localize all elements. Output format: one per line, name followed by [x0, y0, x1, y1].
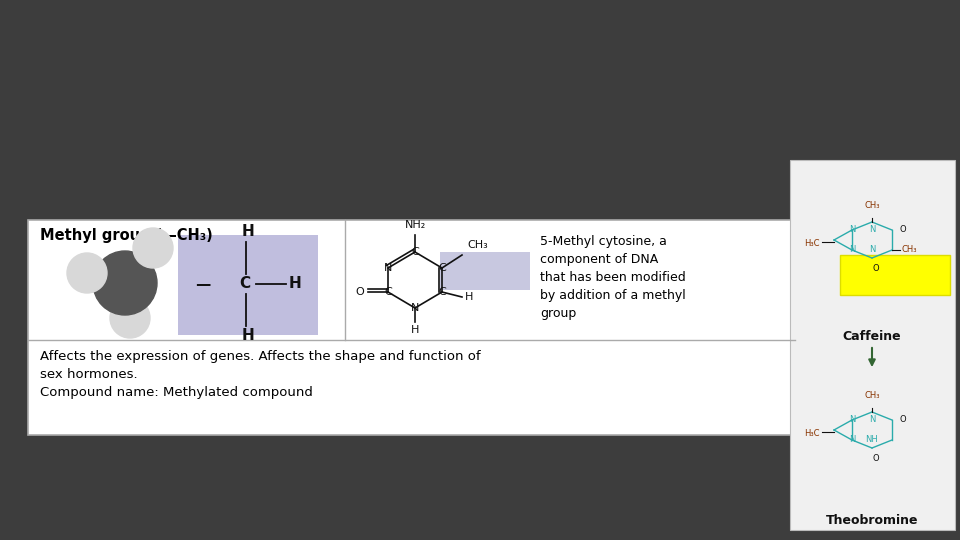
Text: Methyl group (—CH₃): Methyl group (—CH₃)	[40, 228, 213, 243]
Text: H: H	[289, 276, 301, 292]
Text: N: N	[869, 226, 876, 234]
Text: H₃C: H₃C	[804, 429, 820, 438]
Text: N: N	[849, 415, 855, 424]
Text: N: N	[869, 415, 876, 424]
Text: NH₂: NH₂	[404, 220, 425, 230]
Text: Affects the expression of genes. Affects the shape and function of
sex hormones.: Affects the expression of genes. Affects…	[40, 350, 481, 399]
Text: CH₃: CH₃	[864, 391, 879, 400]
Text: N: N	[849, 226, 855, 234]
Text: N: N	[869, 246, 876, 254]
Text: C: C	[239, 276, 251, 292]
Bar	[840, 255, 950, 295]
Text: CH₃: CH₃	[864, 201, 879, 210]
Text: H: H	[411, 325, 420, 335]
Text: O: O	[873, 454, 879, 463]
Text: O: O	[900, 415, 906, 424]
Text: C: C	[411, 247, 419, 257]
Text: H: H	[242, 328, 254, 343]
Text: —: —	[195, 276, 210, 292]
Text: NH: NH	[866, 435, 878, 444]
Bar	[440, 252, 530, 290]
Text: N: N	[384, 263, 393, 273]
Text: CH₃: CH₃	[902, 246, 918, 254]
Bar	[28, 220, 795, 435]
Text: C: C	[438, 263, 445, 273]
Text: N: N	[411, 303, 420, 313]
Text: H₃C: H₃C	[804, 240, 820, 248]
Bar	[790, 160, 955, 530]
Circle shape	[67, 253, 107, 293]
Circle shape	[133, 228, 173, 268]
Text: N: N	[849, 246, 855, 254]
Text: 5-Methyl cytosine, a
component of DNA
that has been modified
by addition of a me: 5-Methyl cytosine, a component of DNA th…	[540, 235, 685, 320]
Text: O: O	[355, 287, 364, 297]
Text: Caffeine: Caffeine	[843, 330, 901, 343]
Text: O: O	[900, 226, 906, 234]
Circle shape	[93, 251, 157, 315]
Text: H: H	[242, 225, 254, 240]
Text: N: N	[849, 435, 855, 444]
Text: C: C	[384, 287, 392, 297]
Text: Theobromine: Theobromine	[826, 514, 919, 526]
Text: C: C	[438, 287, 445, 297]
Text: CH₃: CH₃	[467, 240, 488, 250]
Text: H: H	[465, 292, 473, 302]
Bar	[178, 235, 318, 335]
Circle shape	[110, 298, 150, 338]
Text: O: O	[873, 264, 879, 273]
